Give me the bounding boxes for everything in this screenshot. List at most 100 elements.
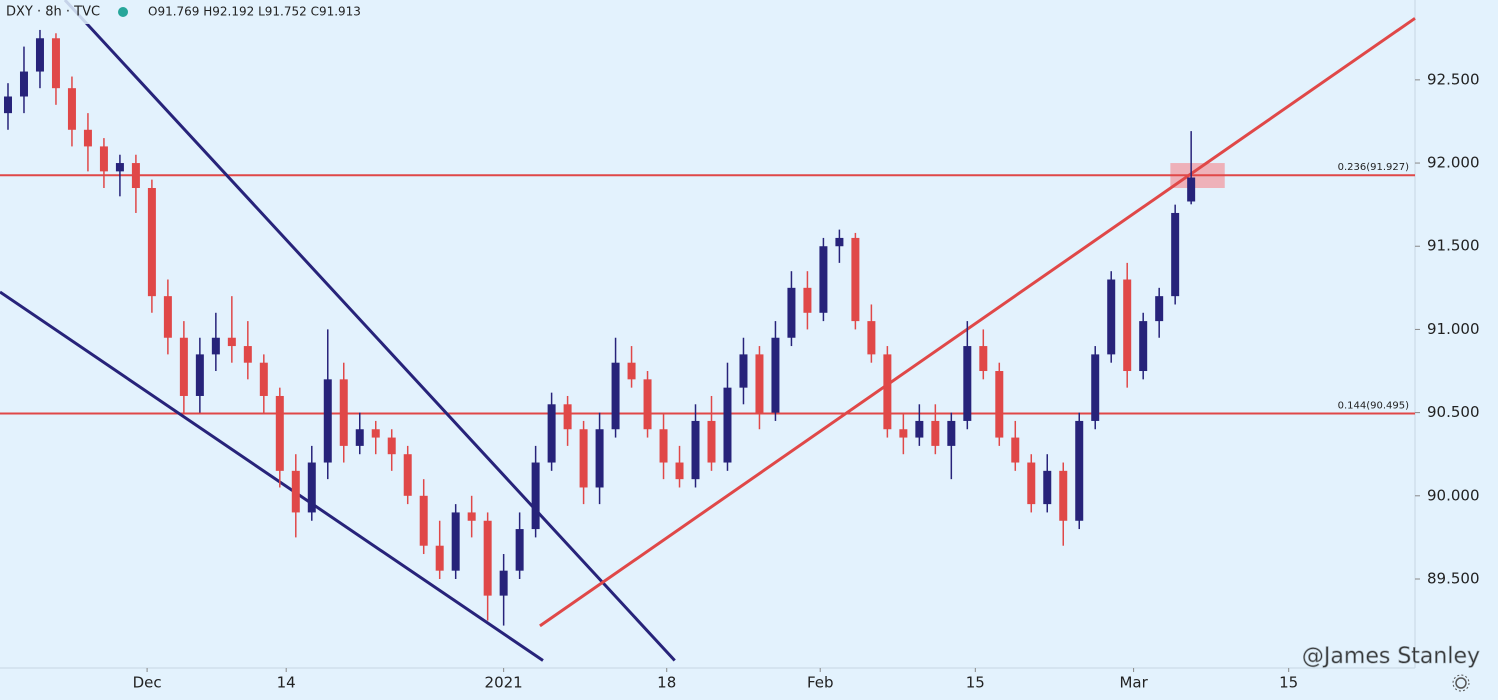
candle-body (899, 429, 908, 438)
candle-body (947, 420, 956, 446)
status-dot (118, 7, 128, 17)
candle-body (979, 346, 988, 372)
candle-body (355, 429, 364, 446)
candle-body (179, 337, 188, 396)
candle-body (755, 354, 764, 413)
watermark: @James Stanley (1302, 644, 1480, 669)
candle-body (227, 337, 236, 347)
symbol: DXY · 8h · TVC (6, 5, 100, 20)
ohlc-readout: O91.769 H92.192 L91.752 C91.913 (148, 5, 361, 19)
candle-body (739, 354, 748, 388)
candle-body (419, 495, 428, 546)
y-tick-label: 90.000 (1427, 486, 1480, 504)
y-tick-label: 89.500 (1427, 569, 1480, 587)
candle-body (99, 146, 108, 172)
candle-body (3, 96, 12, 114)
candle-body (339, 379, 348, 446)
x-tick-label: 15 (966, 674, 985, 692)
candle-body (627, 362, 636, 380)
candle-body (675, 462, 684, 480)
candle-body (67, 88, 76, 130)
trend-line (539, 17, 1416, 628)
candle-body (851, 237, 860, 322)
candle-body (707, 420, 716, 463)
candle-body (371, 429, 380, 438)
trend-line (63, 0, 676, 662)
candle-body (931, 420, 940, 446)
candle-body (691, 420, 700, 480)
candle-body (499, 570, 508, 596)
y-tick-label: 92.000 (1427, 154, 1480, 172)
candle-body (915, 420, 924, 438)
x-tick-label: Feb (807, 674, 834, 692)
gear-teeth[interactable] (1452, 674, 1470, 692)
candle-body (867, 321, 876, 355)
candle-body (307, 462, 316, 513)
fib-level-label: 0.144(90.495) (1338, 400, 1410, 411)
candle-body (147, 188, 156, 297)
candle-body (659, 429, 668, 463)
candle-body (195, 354, 204, 396)
gear[interactable] (1455, 677, 1467, 689)
candle-body (51, 38, 60, 89)
y-tick-label: 91.500 (1427, 237, 1480, 255)
candle-body (995, 371, 1004, 438)
x-tick-label: Dec (133, 674, 162, 692)
candle-body (1155, 296, 1164, 322)
y-tick-label: 92.500 (1427, 70, 1480, 88)
y-tick-label: 91.000 (1427, 320, 1480, 338)
y-tick-label: 90.500 (1427, 403, 1480, 421)
candle-body (1027, 462, 1036, 505)
candle-body (963, 346, 972, 421)
candle-body (387, 437, 396, 455)
candle-body (547, 404, 556, 463)
candle-body (1075, 420, 1084, 521)
candle-body (131, 163, 140, 189)
candle-body (1059, 470, 1068, 521)
candle-body (579, 429, 588, 488)
candle-body (19, 71, 28, 97)
candle-body (163, 296, 172, 338)
candle-body (643, 379, 652, 430)
candle-body (883, 354, 892, 430)
candle-body (819, 246, 828, 313)
candle-body (531, 462, 540, 530)
x-tick-label: 14 (277, 674, 296, 692)
candle-body (211, 337, 220, 355)
x-tick-label: 18 (657, 674, 676, 692)
settings-icon[interactable] (1452, 674, 1470, 692)
candle-body (1011, 437, 1020, 463)
candle-body (1107, 279, 1116, 355)
candle-body (1123, 279, 1132, 372)
candle-body (835, 237, 844, 247)
candle-body (435, 545, 444, 571)
candle-body (1091, 354, 1100, 421)
candle-body (323, 379, 332, 463)
trend-line (0, 290, 544, 662)
candle-body (83, 129, 92, 147)
candle-body (243, 346, 252, 363)
candle-body (515, 529, 524, 571)
candle-body (723, 387, 732, 463)
plot: 0.236(91.927) 0.144(90.495) (0, 0, 1416, 662)
candle-body (803, 287, 812, 313)
candle-body (1187, 177, 1196, 202)
candle-body (467, 512, 476, 521)
candle-body (275, 395, 284, 471)
candle-body (1139, 321, 1148, 372)
candle-body (451, 512, 460, 571)
candle-body (259, 362, 268, 396)
candle-body (595, 429, 604, 488)
candle-body (563, 404, 572, 430)
header-bg (0, 0, 375, 24)
candle-body (771, 337, 780, 413)
fib-level-label: 0.236(91.927) (1338, 162, 1410, 173)
x-tick-label: 2021 (485, 674, 523, 692)
candle-body (291, 470, 300, 513)
candle-body (115, 163, 124, 172)
x-tick-label: 15 (1279, 674, 1298, 692)
candle-body (403, 454, 412, 496)
